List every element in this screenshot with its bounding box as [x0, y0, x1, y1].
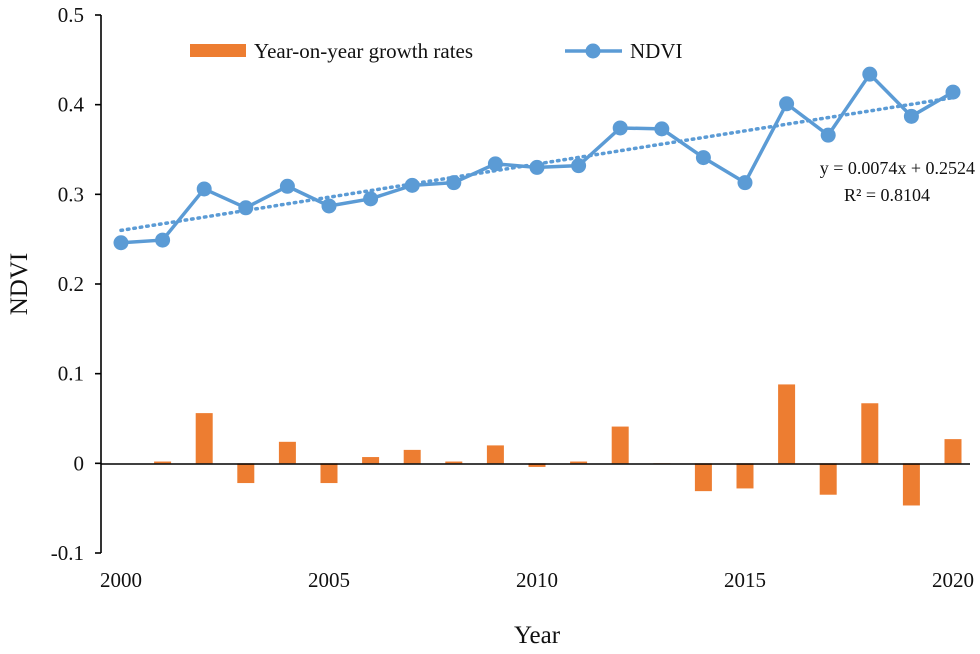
- ndvi-point: [279, 178, 295, 194]
- x-tick-label: 2010: [516, 568, 558, 592]
- y-tick-label: 0.5: [58, 3, 84, 27]
- bar: [154, 461, 172, 464]
- x-tick-label: 2020: [932, 568, 974, 592]
- ndvi-point: [903, 108, 919, 124]
- ndvi-point: [612, 120, 628, 136]
- ndvi-point: [238, 200, 254, 216]
- legend-label-ndvi: NDVI: [630, 39, 683, 63]
- bar: [486, 445, 504, 464]
- ndvi-point: [363, 191, 379, 207]
- x-tick-label: 2015: [724, 568, 766, 592]
- ndvi-point: [737, 175, 753, 191]
- bar: [237, 463, 255, 484]
- legend-label-growth-rates: Year-on-year growth rates: [254, 39, 473, 63]
- bar: [320, 463, 338, 484]
- y-axis-title: NDVI: [6, 253, 33, 316]
- bar: [362, 457, 380, 464]
- bar: [902, 463, 920, 506]
- bar: [528, 463, 546, 467]
- bar: [861, 403, 879, 464]
- x-tick-label: 2000: [100, 568, 142, 592]
- x-axis-title: Year: [514, 622, 561, 649]
- legend-swatch-ndvi-marker: [585, 43, 601, 59]
- bar: [694, 463, 712, 492]
- bar: [278, 441, 296, 464]
- bar: [778, 384, 796, 464]
- y-tick-label: 0: [74, 451, 85, 475]
- ndvi-point: [155, 232, 171, 248]
- y-tick-label: 0.3: [58, 182, 84, 206]
- x-tick-label: 2005: [308, 568, 350, 592]
- ndvi-point: [529, 159, 545, 175]
- bar: [819, 463, 837, 495]
- ndvi-point: [945, 84, 961, 100]
- trendline-equation: y = 0.0074x + 0.2524: [820, 158, 975, 178]
- y-tick-label: 0.1: [58, 362, 84, 386]
- y-ticks: -0.1 0 0.1 0.2 0.3 0.4 0.5: [51, 3, 101, 565]
- ndvi-point: [446, 175, 462, 191]
- bar: [944, 439, 962, 464]
- x-ticks: 2000 2005 2010 2015 2020: [100, 568, 974, 592]
- ndvi-point: [695, 150, 711, 166]
- y-tick-label: 0.2: [58, 272, 84, 296]
- trendline-r-squared: R² = 0.8104: [844, 185, 930, 205]
- bar: [403, 449, 421, 464]
- bar: [195, 413, 213, 464]
- bar: [611, 426, 629, 464]
- ndvi-point: [404, 177, 420, 193]
- bar: [570, 461, 588, 464]
- ndvi-point: [113, 235, 129, 251]
- y-tick-label: 0.4: [58, 93, 85, 117]
- legend: Year-on-year growth rates NDVI: [190, 39, 683, 63]
- ndvi-point: [779, 96, 795, 112]
- bar: [445, 461, 463, 464]
- y-tick-label: -0.1: [51, 541, 84, 565]
- bar: [736, 463, 754, 489]
- ndvi-point: [862, 66, 878, 82]
- ndvi-point: [820, 127, 836, 143]
- ndvi-point: [487, 156, 503, 172]
- ndvi-point: [571, 158, 587, 174]
- line-series-ndvi: [113, 66, 961, 251]
- ndvi-point: [196, 181, 212, 197]
- axes: [100, 15, 970, 553]
- ndvi-point: [654, 121, 670, 137]
- bar-series-growth-rates: [154, 384, 962, 506]
- ndvi-point: [321, 198, 337, 214]
- legend-swatch-growth-rates: [190, 44, 246, 57]
